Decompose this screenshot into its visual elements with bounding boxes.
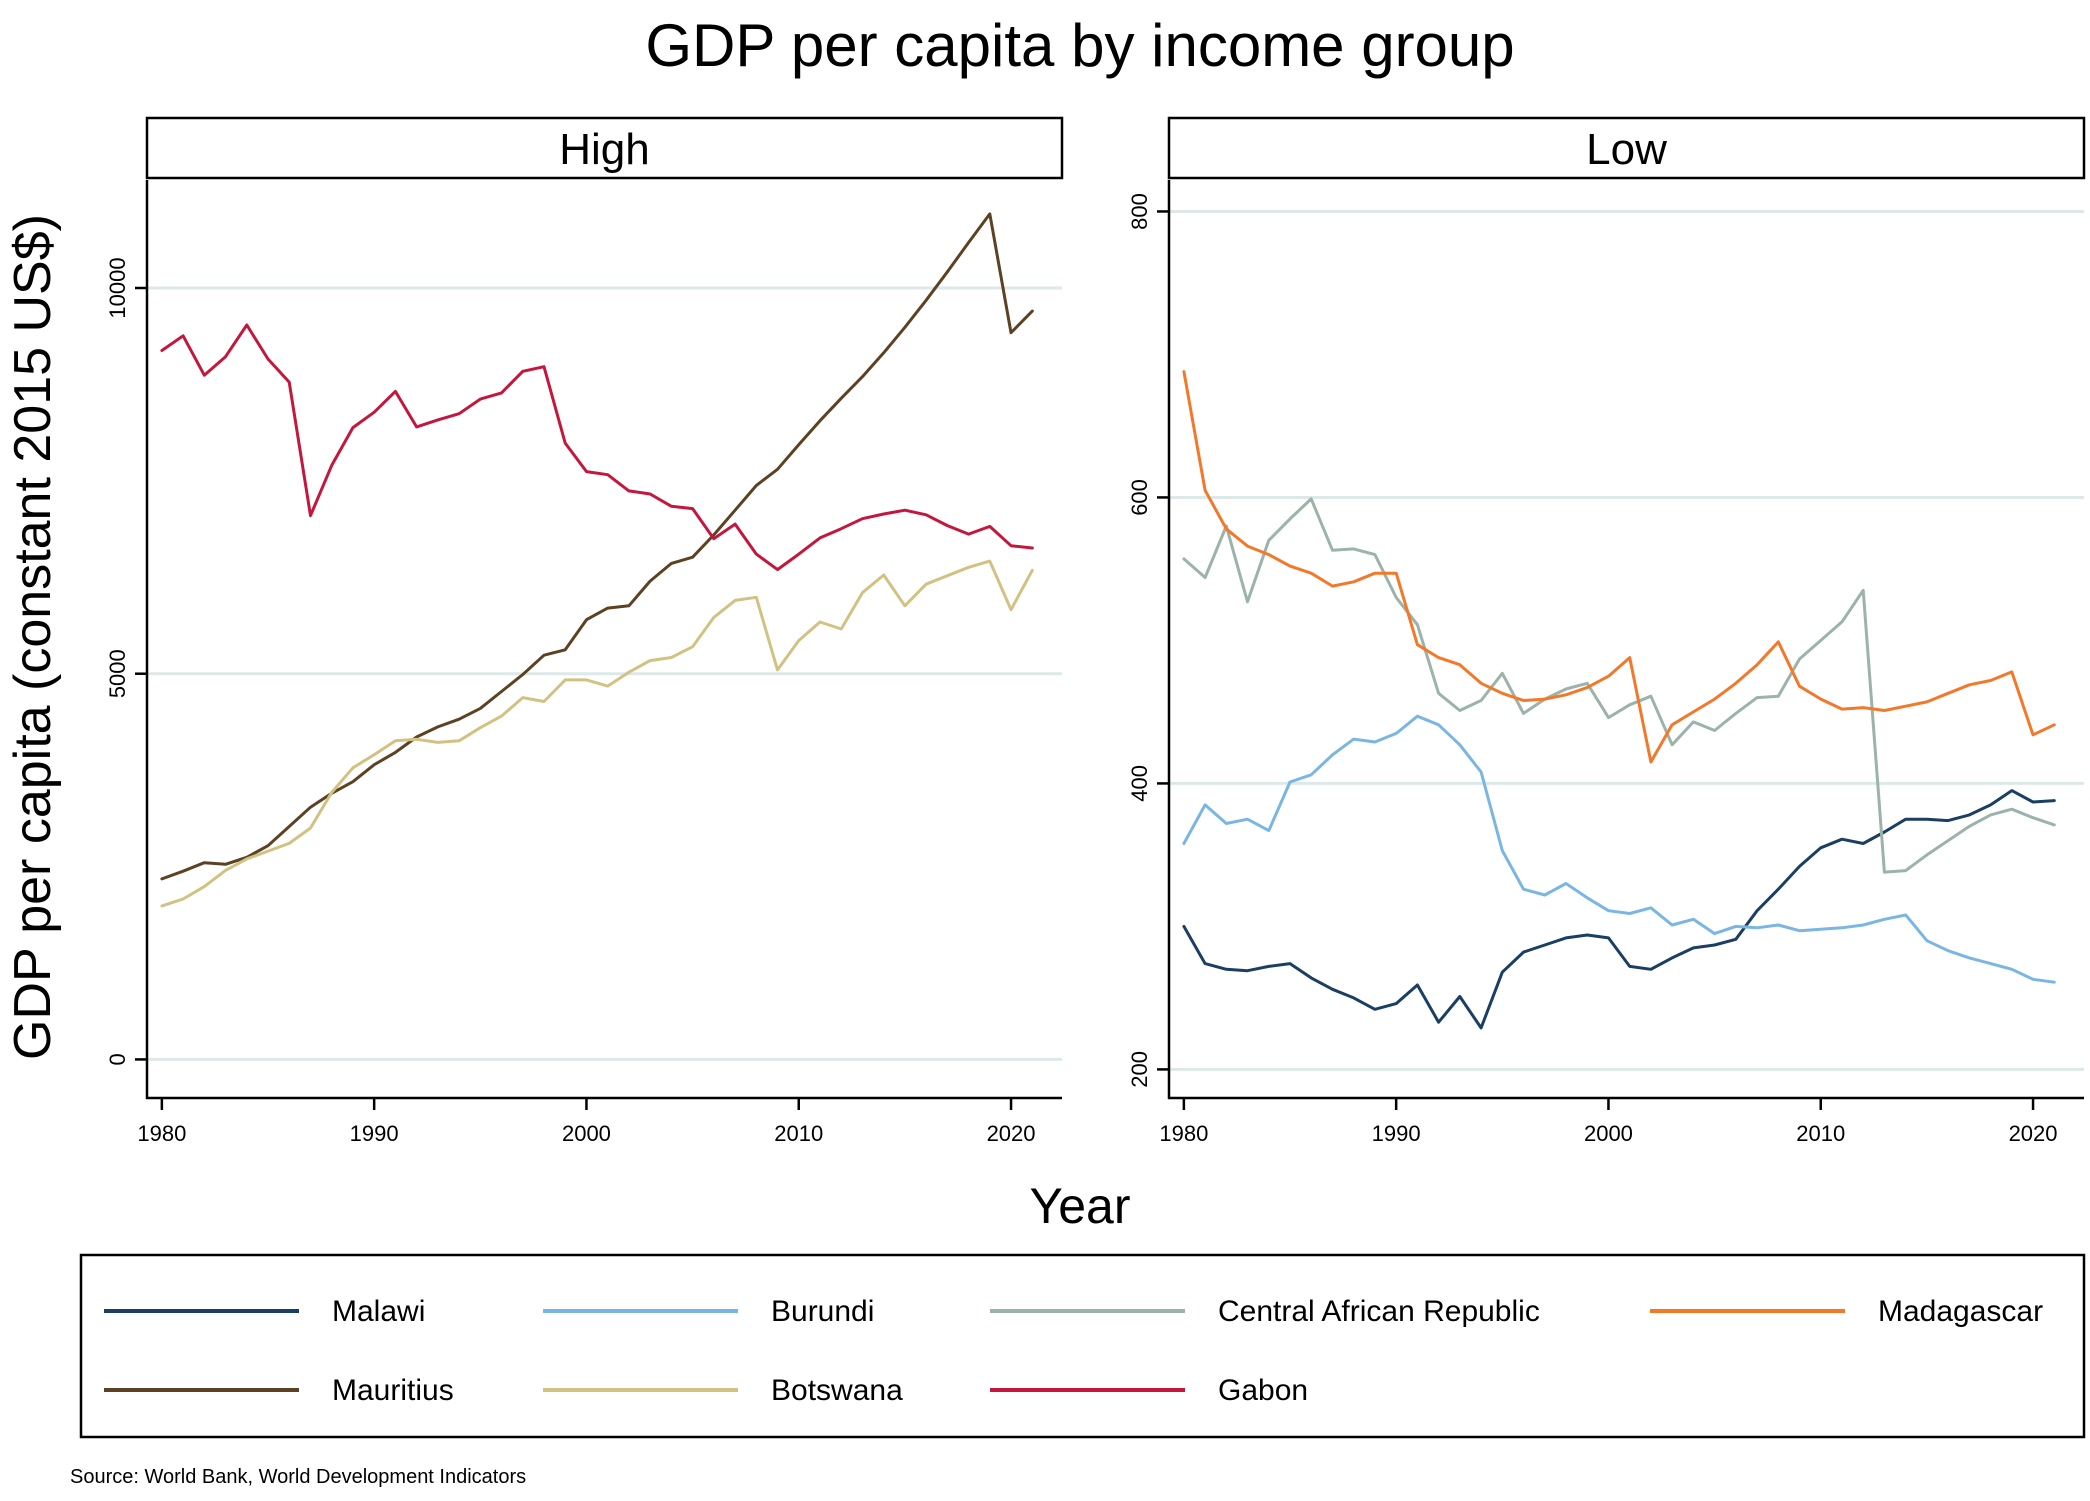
- legend-item-gabon: Gabon: [990, 1374, 1308, 1407]
- series-line-madagascar: [1182, 370, 2056, 764]
- x-tick-label-low-2010: 2010: [1796, 1121, 1845, 1146]
- legend-label-madagascar: Madagascar: [1878, 1295, 2043, 1328]
- legend-item-mauritius: Mauritius: [104, 1374, 454, 1407]
- legend-item-malawi: Malawi: [104, 1295, 425, 1328]
- panel-header-low: [1167, 116, 2086, 180]
- x-tick-label-low-2020: 2020: [2009, 1121, 2058, 1146]
- x-tick-label-low-1990: 1990: [1372, 1121, 1421, 1146]
- legend-label-malawi: Malawi: [332, 1295, 425, 1328]
- legend-label-burundi: Burundi: [771, 1295, 874, 1328]
- y-tick-label-low-200: 200: [1127, 1051, 1152, 1088]
- y-tick-label-high-5000: 5000: [105, 649, 130, 698]
- legend-label-central-african-republic: Central African Republic: [1218, 1295, 1540, 1328]
- legend-label-gabon: Gabon: [1218, 1374, 1308, 1407]
- panel-title-high: High: [559, 125, 650, 174]
- series-line-mauritius: [160, 212, 1034, 881]
- legend-box: [79, 1253, 2086, 1439]
- legend-label-botswana: Botswana: [771, 1374, 903, 1407]
- x-tick-label-high-2020: 2020: [987, 1121, 1036, 1146]
- y-tick-label-high-10000: 10000: [105, 257, 130, 318]
- y-tick-label-low-600: 600: [1127, 479, 1152, 516]
- y-axis-label: GDP per capita (constant 2015 US$): [4, 214, 62, 1060]
- panel-high: High 0 5000 10000 1980 1990 2000 2010 2020: [105, 116, 1064, 1146]
- legend-item-botswana: Botswana: [543, 1374, 903, 1407]
- x-tick-label-low-2000: 2000: [1584, 1121, 1633, 1146]
- x-axis-label: Year: [1029, 1178, 1130, 1234]
- legend-item-central-african-republic: Central African Republic: [990, 1295, 1540, 1328]
- panel-header-high: [145, 116, 1064, 180]
- x-tick-label-high-1990: 1990: [350, 1121, 399, 1146]
- y-tick-label-high-0: 0: [105, 1053, 130, 1065]
- x-tick-label-high-2000: 2000: [562, 1121, 611, 1146]
- panel-title-low: Low: [1586, 125, 1667, 174]
- legend-item-burundi: Burundi: [543, 1295, 874, 1328]
- series-line-botswana: [160, 559, 1034, 908]
- source-note: Source: World Bank, World Development In…: [70, 1466, 526, 1488]
- series-line-burundi: [1182, 714, 2056, 984]
- series-line-central-african-republic: [1182, 497, 2056, 874]
- x-tick-label-low-1980: 1980: [1159, 1121, 1208, 1146]
- chart-title: GDP per capita by income group: [645, 12, 1514, 79]
- x-tick-label-high-1980: 1980: [137, 1121, 186, 1146]
- panel-low: Low 200 400 600 800 1980 1990 2000 2010 2020: [1127, 116, 2086, 1146]
- series-line-gabon: [160, 323, 1034, 572]
- y-tick-label-low-400: 400: [1127, 765, 1152, 802]
- y-tick-label-low-800: 800: [1127, 193, 1152, 230]
- x-tick-label-high-2010: 2010: [774, 1121, 823, 1146]
- legend-item-madagascar: Madagascar: [1650, 1295, 2043, 1328]
- series-line-malawi: [1182, 789, 2056, 1030]
- legend-label-mauritius: Mauritius: [332, 1374, 454, 1407]
